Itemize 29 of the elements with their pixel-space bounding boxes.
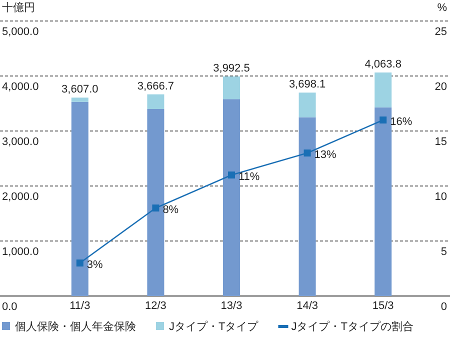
y-tick-label: 0.0 (2, 301, 18, 313)
legend-label: Jタイプ・Tタイプの割合 (291, 320, 414, 333)
legend: Jタイプ・Tタイプ (156, 321, 258, 333)
x-tick-label: 15/3 (372, 300, 394, 312)
y2-tick-label: 15 (434, 136, 447, 148)
y2-tick-label: 20 (434, 81, 447, 93)
y-tick-label: 2,000.0 (2, 191, 39, 203)
total-label: 3,698.1 (288, 78, 326, 91)
total-label: 3,607.0 (62, 84, 98, 96)
x-tick-label: 13/3 (220, 300, 242, 312)
total-label: 4,063.8 (364, 58, 402, 70)
y2-tick-label: 5 (440, 246, 447, 258)
legend: Jタイプ・Tタイプの割合 (278, 321, 414, 333)
y-tick-label: 4,000.0 (2, 81, 39, 93)
x-tick-label: 12/3 (144, 300, 166, 312)
y-axis-title: 十億円 (2, 1, 35, 14)
y-tick-label: 3,000.0 (2, 136, 39, 148)
y2-tick-label: 0 (440, 301, 447, 313)
x-tick-label: 11/3 (70, 300, 90, 312)
y-tick-label: 5,000.0 (2, 26, 39, 38)
y2-tick-label: 10 (434, 191, 447, 203)
y2-axis-title: % (437, 2, 448, 14)
legend: 個人保険・個人年金保険 (2, 321, 136, 333)
y-tick-label: 1,000.0 (2, 246, 39, 258)
total-label: 3,666.7 (137, 80, 174, 92)
legend-label: Jタイプ・Tタイプ (169, 320, 260, 333)
x-tick-label: 14/3 (296, 300, 318, 312)
total-label: 3,992.5 (213, 62, 250, 74)
y2-tick-label: 25 (434, 26, 447, 38)
